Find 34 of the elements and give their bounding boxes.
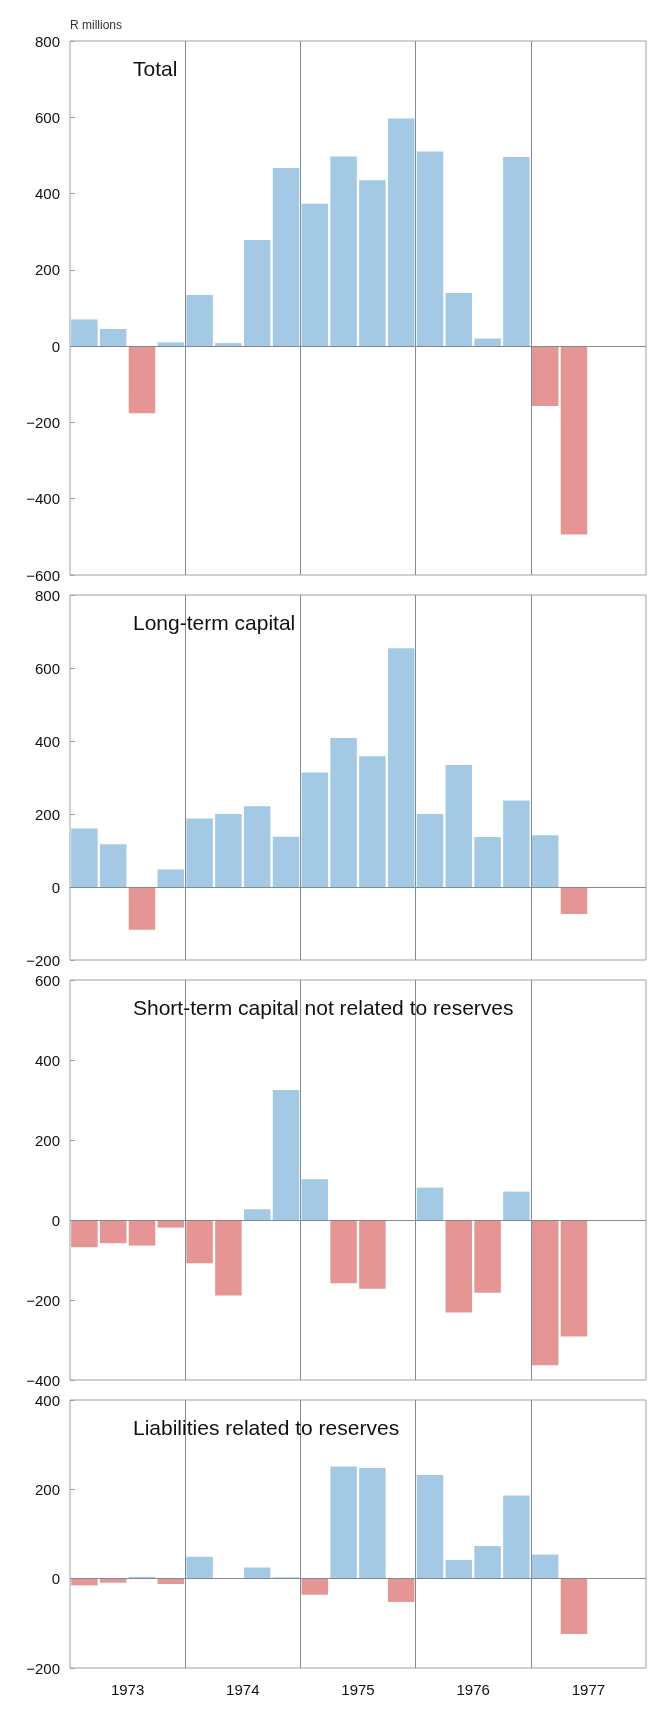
text: Short-term capital not related to reserves <box>133 996 514 1019</box>
y-tick-label: 400 <box>34 1051 60 1069</box>
x-tick-label: 1976 <box>456 1681 490 1698</box>
y-tick-label: 400 <box>34 1391 60 1409</box>
y-tick-label: 600 <box>34 659 60 677</box>
y-tick-label: 600 <box>34 108 60 126</box>
y-tick-label: −200 <box>26 413 60 431</box>
y-tick-label: −600 <box>26 566 60 584</box>
y-tick-label: −200 <box>26 1659 60 1677</box>
y-tick-label: 400 <box>34 185 60 203</box>
y-tick-label: −400 <box>26 490 60 508</box>
y-tick-label: 800 <box>34 32 60 50</box>
x-tick-label: 1977 <box>571 1681 606 1698</box>
y-tick-label: 800 <box>34 586 60 604</box>
y-tick-label: 200 <box>34 261 60 279</box>
y-tick-label: 200 <box>34 1131 60 1149</box>
y-axis-title: R millions <box>70 18 123 32</box>
text: Total <box>133 57 178 80</box>
y-tick-label: 600 <box>34 971 60 989</box>
y-tick-label: −400 <box>26 1371 60 1389</box>
x-tick-label: 1975 <box>341 1681 375 1698</box>
y-tick-label: 200 <box>34 1480 60 1498</box>
y-tick-label: 0 <box>51 1570 60 1588</box>
y-tick-label: 0 <box>51 1211 60 1229</box>
x-tick-label: 1973 <box>110 1681 145 1698</box>
y-tick-label: 0 <box>51 337 60 355</box>
y-tick-label: 400 <box>34 732 60 750</box>
y-tick-label: 0 <box>51 878 60 896</box>
y-tick-label: 200 <box>34 805 60 823</box>
y-tick-label: −200 <box>26 951 60 969</box>
text: Liabilities related to reserves <box>133 1416 400 1439</box>
text: Long-term capital <box>133 611 296 634</box>
y-tick-label: −200 <box>26 1291 60 1309</box>
x-tick-label: 1974 <box>226 1681 260 1698</box>
